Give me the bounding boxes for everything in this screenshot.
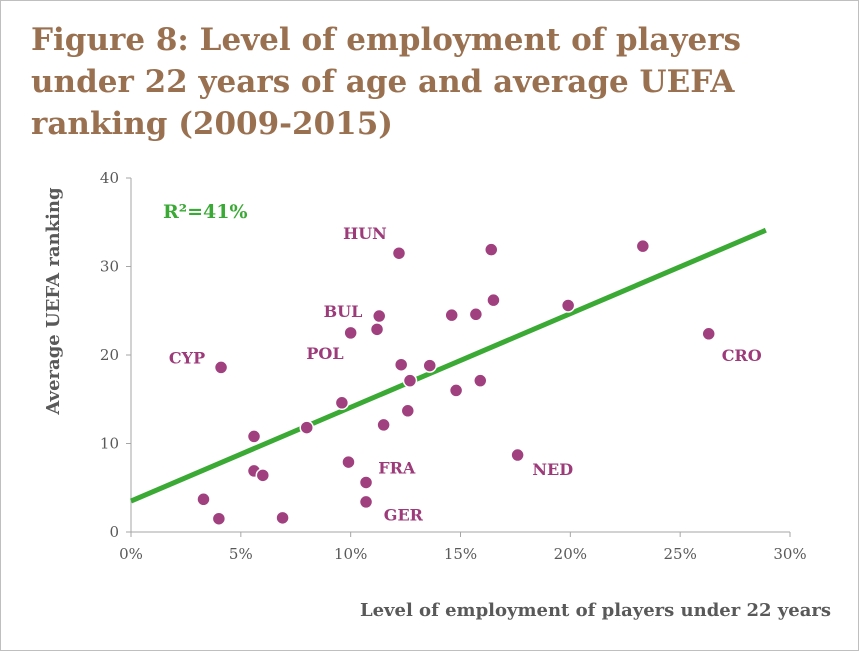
- data-point: [341, 454, 356, 470]
- x-axis-label: Level of employment of players under 22 …: [360, 600, 831, 621]
- x-tick-label: 30%: [773, 545, 806, 563]
- trendline: [130, 227, 767, 504]
- data-point: [448, 383, 464, 398]
- y-tick-label: 40: [100, 169, 119, 187]
- x-tick-label: 10%: [334, 545, 367, 563]
- data-point: [376, 417, 391, 433]
- y-tick-label: 20: [100, 346, 119, 364]
- data-point: [391, 245, 407, 261]
- country-label: FRA: [378, 458, 416, 477]
- data-point: [400, 403, 416, 419]
- chart-title: Figure 8: Level of employment of players…: [31, 22, 741, 142]
- data-point: [343, 325, 358, 341]
- data-point: [701, 326, 716, 342]
- data-point: [358, 475, 374, 490]
- data-point: [246, 429, 262, 444]
- data-point: [369, 322, 385, 337]
- data-point: [299, 420, 314, 435]
- data-point: [473, 373, 488, 388]
- data-point: [393, 357, 409, 372]
- country-label: CRO: [722, 346, 762, 365]
- y-tick-label: 0: [109, 523, 119, 541]
- data-point: [422, 358, 437, 373]
- data-point: [402, 373, 418, 388]
- data-point: [255, 468, 271, 483]
- x-tick-label: 20%: [554, 545, 587, 563]
- country-label: POL: [306, 344, 343, 363]
- data-point: [371, 308, 387, 324]
- data-point: [196, 492, 211, 507]
- data-point: [560, 298, 576, 313]
- data-point: [510, 447, 525, 463]
- data-point: [635, 238, 651, 254]
- data-point: [211, 511, 227, 526]
- country-label: BUL: [324, 302, 363, 321]
- data-point: [486, 292, 501, 308]
- x-tick-label: 15%: [444, 545, 477, 563]
- data-point: [358, 494, 374, 510]
- data-point: [444, 307, 459, 323]
- country-label: HUN: [343, 224, 387, 243]
- data-point: [275, 510, 290, 526]
- r-squared-label: R²=41%: [163, 201, 248, 223]
- country-label: CYP: [169, 349, 205, 368]
- country-label: NED: [532, 460, 573, 479]
- data-point: [484, 242, 499, 257]
- x-tick-label: 5%: [229, 545, 253, 563]
- y-tick-label: 30: [100, 258, 119, 276]
- y-tick-label: 10: [100, 435, 119, 453]
- country-label: GER: [384, 505, 424, 524]
- x-tick-label: 0%: [119, 545, 143, 563]
- data-point: [468, 307, 484, 322]
- x-tick-label: 25%: [663, 545, 696, 563]
- y-axis-label: Average UEFA ranking: [43, 187, 64, 416]
- data-point: [213, 360, 229, 375]
- data-point: [334, 395, 350, 411]
